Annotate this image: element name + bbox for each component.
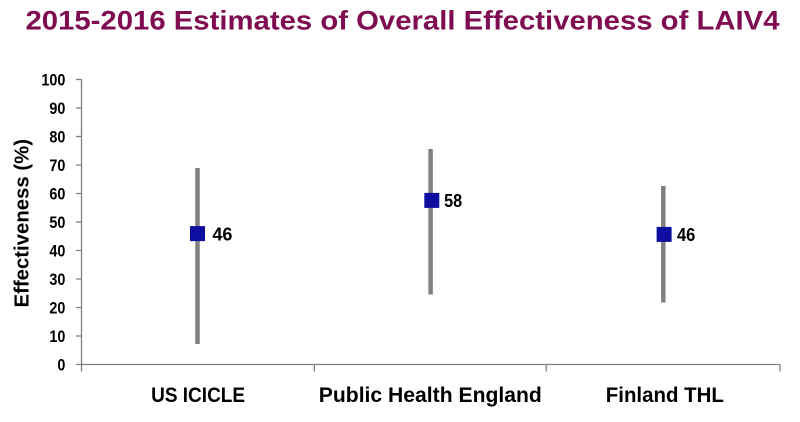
svg-text:Finland THL: Finland THL <box>606 383 724 407</box>
svg-text:10: 10 <box>49 328 65 346</box>
svg-text:0: 0 <box>57 357 65 375</box>
svg-text:46: 46 <box>677 225 695 245</box>
svg-text:30: 30 <box>49 271 65 289</box>
svg-text:2015-2016 Estimates of Overall: 2015-2016 Estimates of Overall Effective… <box>26 6 780 36</box>
svg-text:60: 60 <box>49 186 65 204</box>
svg-text:58: 58 <box>444 191 462 211</box>
svg-text:Public Health England: Public Health England <box>319 383 542 407</box>
svg-text:Effectiveness (%): Effectiveness (%) <box>11 139 34 308</box>
svg-text:50: 50 <box>49 214 65 232</box>
svg-text:US ICICLE: US ICICLE <box>151 383 245 407</box>
svg-text:70: 70 <box>49 157 65 175</box>
svg-text:100: 100 <box>41 72 65 90</box>
svg-text:20: 20 <box>49 300 65 318</box>
svg-text:40: 40 <box>49 243 65 261</box>
svg-text:80: 80 <box>49 129 65 147</box>
svg-text:46: 46 <box>212 225 232 245</box>
svg-text:90: 90 <box>49 100 65 118</box>
